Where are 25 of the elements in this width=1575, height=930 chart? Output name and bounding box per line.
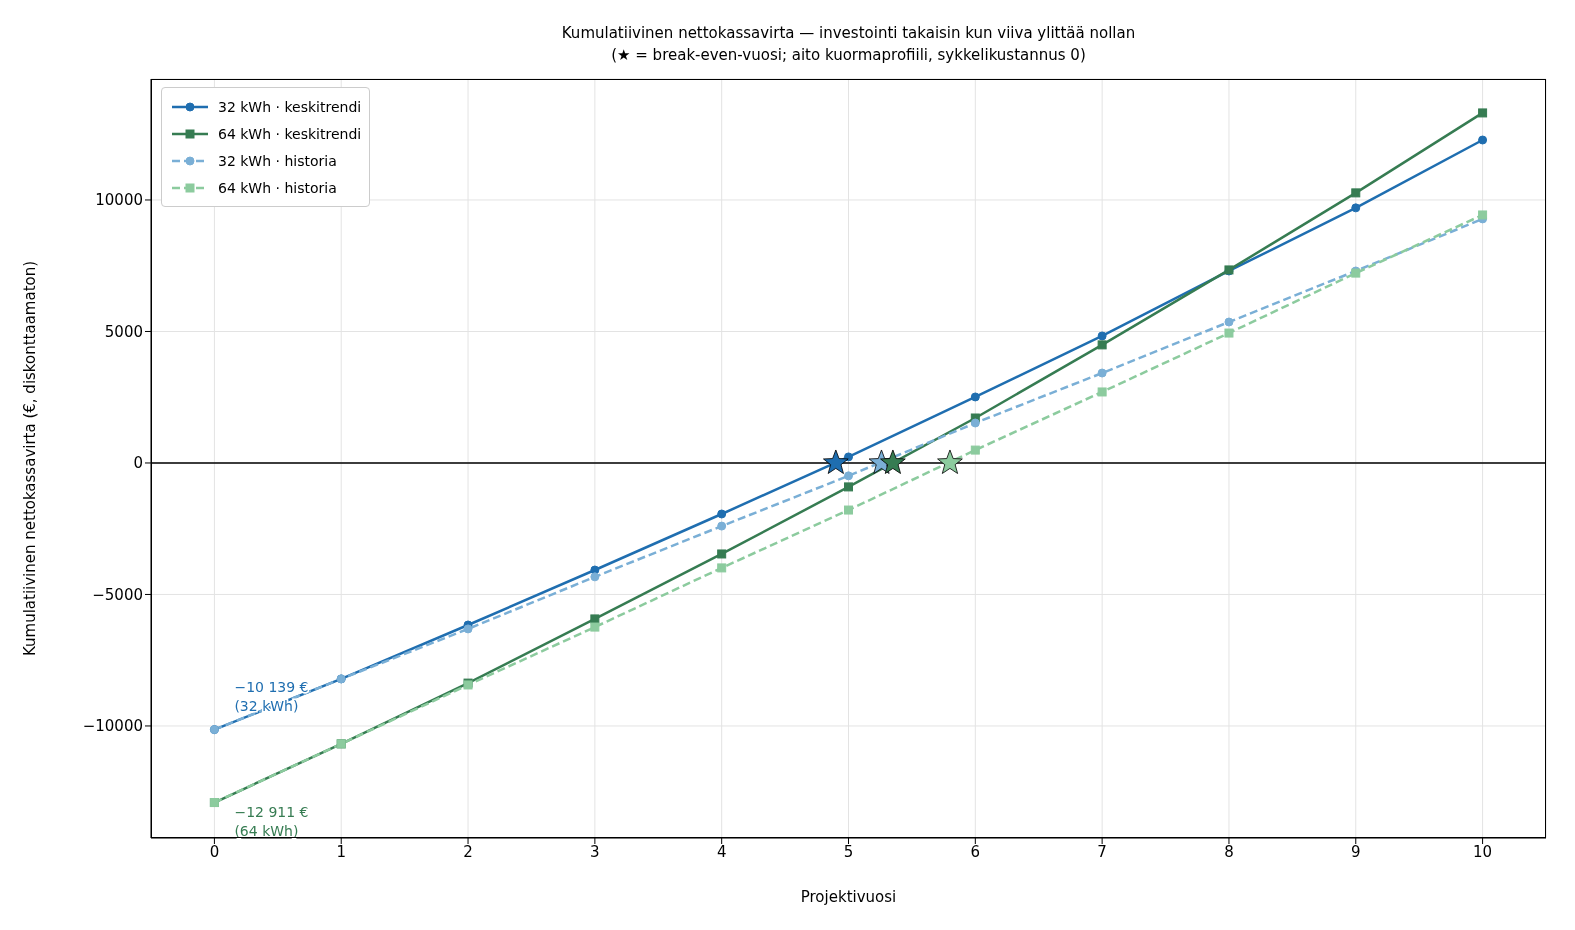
legend-label: 64 kWh · keskitrendi — [218, 125, 362, 142]
legend-label: 32 kWh · historia — [218, 152, 337, 169]
legend-label: 32 kWh · keskitrendi — [218, 98, 362, 115]
x-tick-label: 8 — [1224, 842, 1234, 861]
chart-subtitle: (★ = break-even-vuosi; aito kuormaprofiili, sykkelikustannus 0) — [610, 45, 1087, 66]
y-axis-title: Kumulatiivinen nettokassavirta (€, diskonttaamaton) — [21, 260, 40, 657]
x-tick-label: 3 — [590, 842, 600, 861]
y-tick-label: 0 — [133, 454, 143, 473]
annotation: −12 911 € (64 kWh) — [234, 803, 309, 839]
y-tick-label: −5000 — [92, 585, 143, 604]
x-tick-label: 2 — [463, 842, 473, 861]
y-tick-label: 10000 — [95, 191, 143, 210]
chart-title: Kumulatiivinen nettokassavirta — investointi takaisin kun viiva ylittää nollan — [560, 23, 1137, 44]
x-tick-label: 1 — [336, 842, 346, 861]
x-tick-label: 10 — [1473, 842, 1493, 861]
x-axis-title: Projektivuosi — [800, 888, 897, 906]
x-tick-label: 4 — [716, 842, 727, 861]
legend-label: 64 kWh · historia — [218, 179, 337, 196]
y-tick-label: 5000 — [104, 322, 143, 341]
x-tick-label: 6 — [970, 842, 981, 861]
x-tick-label: 9 — [1351, 842, 1361, 861]
x-tick-label: 0 — [209, 842, 220, 861]
x-tick-label: 5 — [843, 842, 854, 861]
y-tick-label: −10000 — [82, 717, 143, 736]
x-tick-label: 7 — [1097, 842, 1107, 861]
